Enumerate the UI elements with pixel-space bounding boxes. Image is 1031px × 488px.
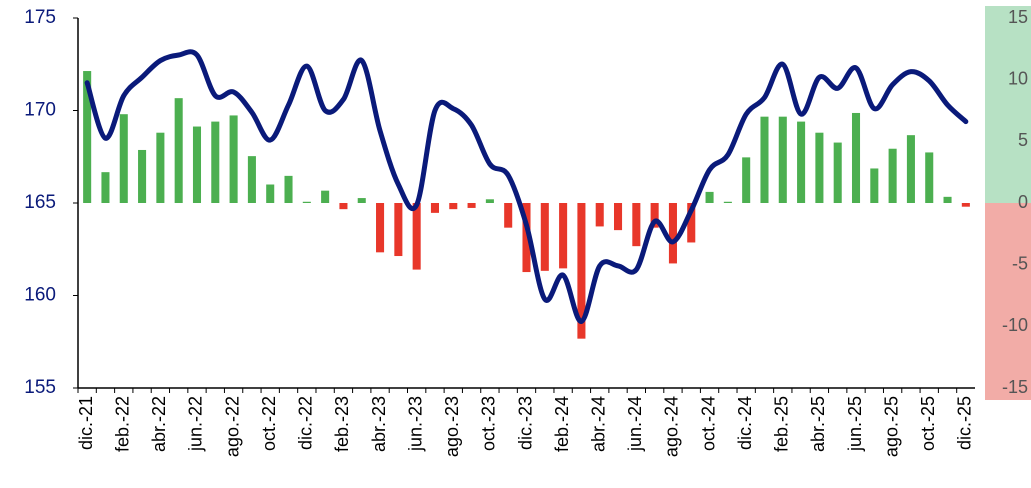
line	[84, 49, 969, 324]
bar	[742, 157, 751, 203]
y2-tick-label: 15	[1008, 7, 1028, 27]
x-tick-label: jun.-25	[845, 396, 865, 452]
x-tick-label: oct.-24	[698, 396, 718, 451]
bar	[156, 132, 165, 203]
bar	[430, 203, 439, 213]
bar	[668, 203, 677, 264]
bar	[119, 114, 128, 203]
bar	[321, 190, 330, 203]
bar	[192, 126, 202, 203]
bar	[595, 203, 604, 227]
bar	[614, 203, 623, 231]
bar	[357, 198, 366, 203]
x-tick-label: dic.-22	[296, 396, 316, 450]
x-tick-label: oct.-22	[259, 396, 279, 451]
bar	[485, 199, 494, 203]
bar	[925, 152, 934, 203]
x-tick-label: ago.-25	[881, 396, 901, 457]
y2-tick-label: -5	[1012, 253, 1028, 273]
y-tick-label: 155	[24, 377, 56, 398]
x-tick-label: dic.-21	[76, 396, 96, 450]
x-tick-label: feb.-25	[772, 396, 792, 452]
bar	[833, 142, 842, 203]
x-tick-label: ago.-24	[662, 396, 682, 457]
bar	[376, 203, 385, 253]
y2-tick-label: -10	[1002, 315, 1028, 335]
x-tick-label: jun.-24	[625, 396, 645, 452]
bar	[851, 112, 861, 203]
y-tick-label: 165	[24, 192, 56, 213]
bar	[760, 116, 769, 203]
bar	[174, 98, 183, 203]
x-tick-label: jun.-23	[405, 396, 425, 452]
bar	[229, 115, 238, 203]
y2-tick-label: -15	[1002, 377, 1028, 397]
bar	[778, 116, 787, 203]
x-tick-label: ago.-22	[222, 396, 242, 457]
x-tick-label: oct.-25	[918, 396, 938, 451]
bar	[247, 156, 256, 203]
x-tick-label: ago.-23	[442, 396, 462, 457]
bar	[943, 196, 952, 203]
x-tick-label: feb.-23	[332, 396, 352, 452]
bar	[302, 201, 311, 203]
bar	[961, 203, 970, 207]
bar	[815, 132, 824, 203]
y2-negative-band	[985, 203, 1031, 400]
bar	[266, 184, 275, 203]
bar	[870, 168, 879, 203]
bar	[211, 121, 220, 203]
bar	[577, 203, 586, 339]
bar	[522, 203, 531, 273]
bar	[394, 203, 403, 257]
y2-tick-label: 5	[1018, 130, 1028, 150]
bar	[339, 203, 348, 210]
x-tick-label: abr.-23	[369, 396, 389, 452]
x-tick-label: abr.-22	[149, 396, 169, 452]
x-tick-label: abr.-25	[808, 396, 828, 452]
y2-tick-label: 10	[1008, 68, 1028, 88]
bar	[101, 172, 110, 203]
bar	[687, 203, 696, 243]
bar	[284, 175, 293, 203]
y-tick-label: 160	[24, 285, 56, 306]
bar	[888, 148, 897, 203]
bar	[83, 71, 92, 204]
x-tick-label: jun.-22	[186, 396, 206, 452]
bar	[412, 203, 421, 270]
x-tick-label: dic.-25	[955, 396, 975, 450]
bar	[540, 203, 549, 271]
bar	[650, 203, 659, 228]
bar	[797, 121, 806, 203]
bar	[723, 201, 732, 203]
bar	[138, 149, 147, 203]
y-tick-label: 175	[24, 7, 56, 28]
bar	[705, 191, 714, 203]
y2-positive-band	[985, 6, 1031, 203]
x-tick-label: oct.-23	[479, 396, 499, 451]
x-tick-label: dic.-24	[735, 396, 755, 450]
x-tick-label: feb.-22	[113, 396, 133, 452]
bar	[906, 135, 915, 203]
x-tick-label: dic.-23	[515, 396, 535, 450]
y2-tick-label: 0	[1018, 192, 1028, 212]
bar	[559, 203, 568, 269]
y-tick-label: 170	[24, 100, 56, 121]
bar	[449, 203, 458, 210]
bar	[504, 203, 513, 228]
x-tick-label: feb.-24	[552, 396, 572, 452]
bar	[632, 203, 641, 247]
bar	[467, 203, 476, 208]
x-tick-label: abr.-24	[588, 396, 608, 452]
